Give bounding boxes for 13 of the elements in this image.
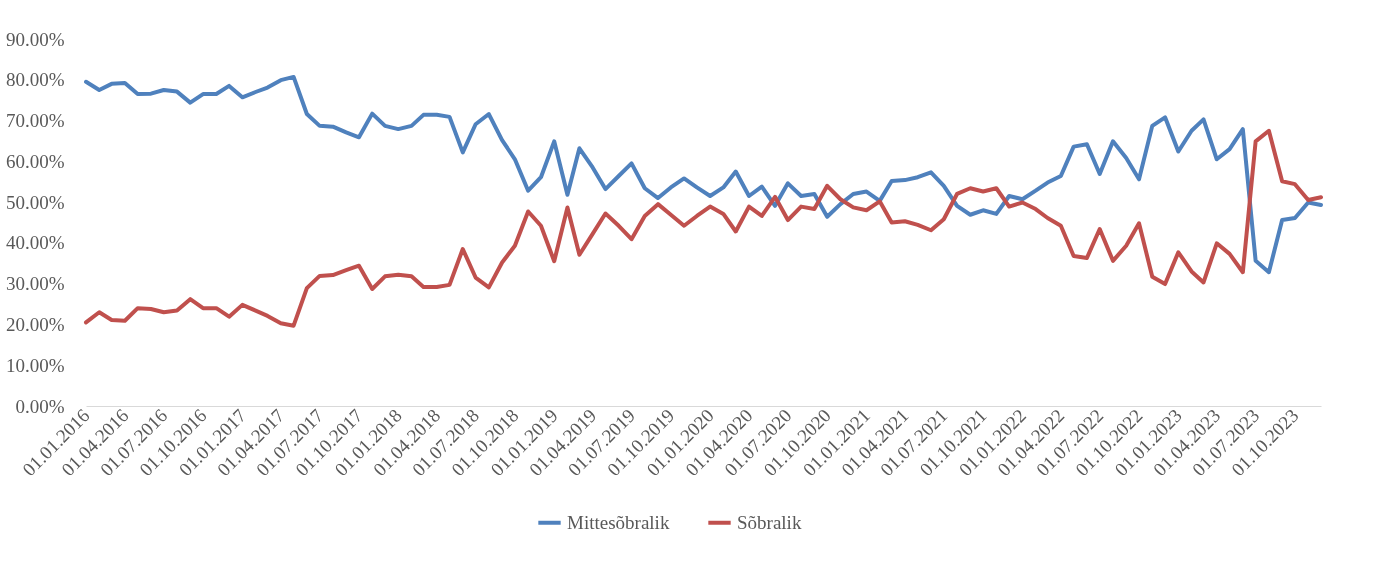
y-tick-label: 70.00% bbox=[5, 110, 65, 132]
line-series bbox=[84, 74, 1323, 275]
y-tick-label: 80.00% bbox=[5, 69, 65, 91]
y-tick-label: 50.00% bbox=[5, 191, 65, 213]
y-tick-label: 10.00% bbox=[5, 354, 65, 376]
y-tick-label: 60.00% bbox=[5, 150, 65, 172]
y-tick-label: 30.00% bbox=[5, 273, 65, 295]
y-tick-label: 20.00% bbox=[5, 313, 65, 335]
line-series bbox=[84, 128, 1323, 328]
y-tick-label: 40.00% bbox=[5, 232, 65, 254]
legend-label: Mittesõbralik bbox=[567, 511, 670, 533]
y-tick-label: 90.00% bbox=[5, 28, 65, 50]
legend-label: Sõbralik bbox=[737, 511, 802, 533]
